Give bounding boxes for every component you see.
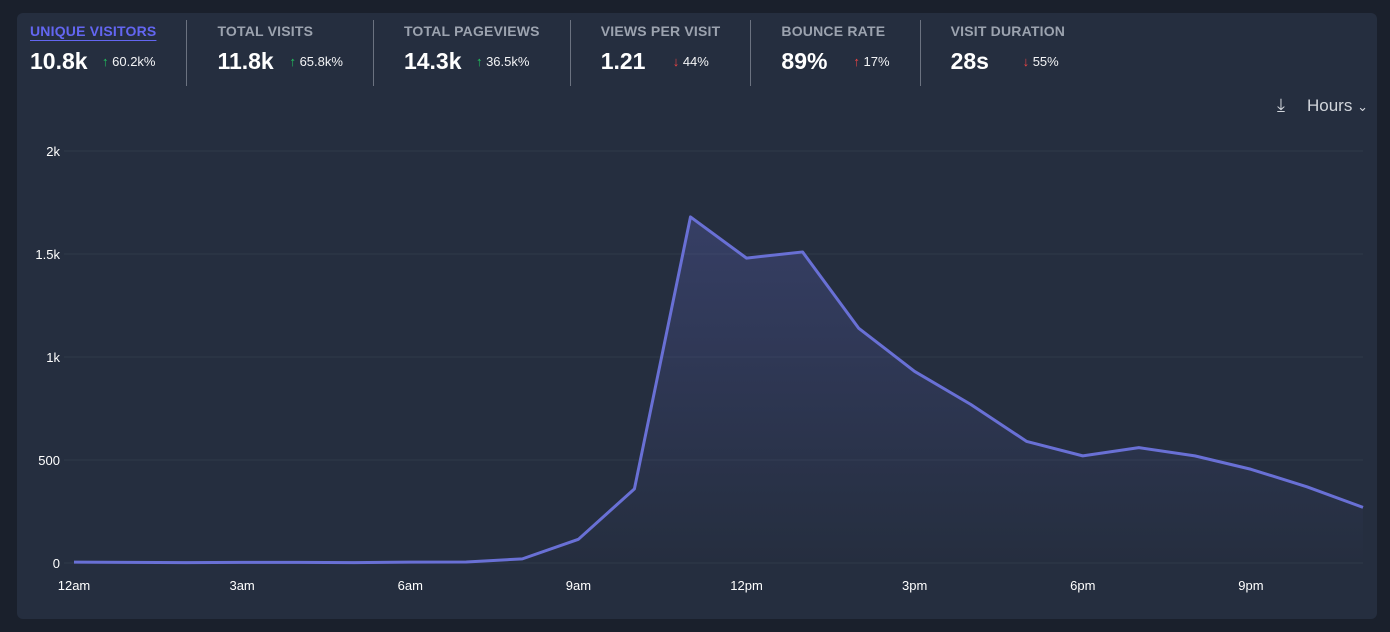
stat-value: 10.8k bbox=[30, 48, 88, 74]
interval-select[interactable]: Hours ⌄ bbox=[1307, 96, 1368, 116]
stat-total-visits[interactable]: TOTAL VISITS 11.8k ↑ 65.8k% bbox=[186, 20, 373, 86]
y-tick-label: 500 bbox=[38, 453, 60, 468]
arrow-up-icon: ↑ bbox=[853, 54, 860, 69]
stat-views-per-visit[interactable]: VIEWS PER VISIT 1.21 ↓ 44% bbox=[569, 20, 751, 86]
top-stats: UNIQUE VISITORS 10.8k ↑ 60.2k% TOTAL VISI… bbox=[30, 20, 1095, 86]
stat-total-pageviews[interactable]: TOTAL PAGEVIEWS 14.3k ↑ 36.5k% bbox=[372, 20, 570, 86]
change-value: 44% bbox=[682, 54, 709, 69]
y-tick-label: 1k bbox=[46, 350, 60, 365]
series-line bbox=[73, 215, 1364, 565]
change-value: 17% bbox=[863, 54, 890, 69]
stat-change: ↑ 65.8k% bbox=[289, 54, 343, 69]
x-tick-label: 3am bbox=[229, 578, 254, 593]
stat-label: TOTAL VISITS bbox=[217, 23, 314, 39]
stat-value: 11.8k bbox=[217, 48, 274, 74]
stat-label: UNIQUE VISITORS bbox=[30, 23, 157, 39]
stat-label: TOTAL PAGEVIEWS bbox=[403, 23, 540, 39]
download-icon[interactable]: ⤓ bbox=[1277, 95, 1285, 115]
stat-change: ↓ 55% bbox=[1023, 54, 1059, 69]
stat-label: VISIT DURATION bbox=[950, 23, 1066, 39]
arrow-down-icon: ↓ bbox=[672, 54, 680, 69]
arrow-down-icon: ↓ bbox=[1022, 54, 1030, 69]
change-value: 36.5k% bbox=[486, 54, 530, 69]
arrow-up-icon: ↑ bbox=[289, 54, 296, 69]
stat-change: ↓ 44% bbox=[673, 54, 709, 69]
arrow-up-icon: ↑ bbox=[102, 54, 109, 69]
change-value: 65.8k% bbox=[299, 54, 343, 69]
stat-label: VIEWS PER VISIT bbox=[600, 23, 721, 39]
interval-label: Hours bbox=[1307, 95, 1353, 115]
stat-visit-duration[interactable]: VISIT DURATION 28s ↓ 55% bbox=[919, 20, 1096, 86]
x-tick-label: 3pm bbox=[902, 578, 927, 593]
stat-bounce-rate[interactable]: BOUNCE RATE 89% ↑ 17% bbox=[750, 20, 919, 86]
chart-controls: ⤓ Hours ⌄ bbox=[1277, 95, 1368, 116]
x-tick-label: 9pm bbox=[1238, 578, 1263, 593]
y-tick-label: 2k bbox=[46, 144, 60, 159]
stat-change: ↑ 36.5k% bbox=[476, 54, 530, 69]
change-value: 60.2k% bbox=[112, 54, 156, 69]
chevron-down-icon: ⌄ bbox=[1357, 98, 1368, 114]
y-tick-label: 1.5k bbox=[35, 247, 60, 262]
stat-value: 89% bbox=[781, 48, 828, 74]
y-tick-label: 0 bbox=[53, 556, 60, 571]
stat-value: 28s bbox=[950, 48, 989, 74]
stat-unique-visitors[interactable]: UNIQUE VISITORS 10.8k ↑ 60.2k% bbox=[30, 20, 186, 86]
stat-label: BOUNCE RATE bbox=[781, 23, 886, 39]
stat-value: 1.21 bbox=[600, 48, 646, 74]
arrow-up-icon: ↑ bbox=[475, 54, 483, 69]
stat-change: ↑ 17% bbox=[853, 54, 889, 69]
area-fill bbox=[74, 216, 1363, 564]
stat-value: 14.3k bbox=[403, 48, 462, 74]
x-tick-label: 12pm bbox=[730, 578, 763, 593]
x-tick-label: 12am bbox=[58, 578, 91, 593]
stat-change: ↑ 60.2k% bbox=[102, 54, 156, 69]
x-tick-label: 6am bbox=[398, 578, 423, 593]
x-tick-label: 6pm bbox=[1070, 578, 1095, 593]
x-tick-label: 9am bbox=[566, 578, 591, 593]
change-value: 55% bbox=[1032, 54, 1059, 69]
